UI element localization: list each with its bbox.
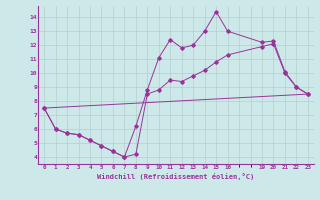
X-axis label: Windchill (Refroidissement éolien,°C): Windchill (Refroidissement éolien,°C)	[97, 173, 255, 180]
